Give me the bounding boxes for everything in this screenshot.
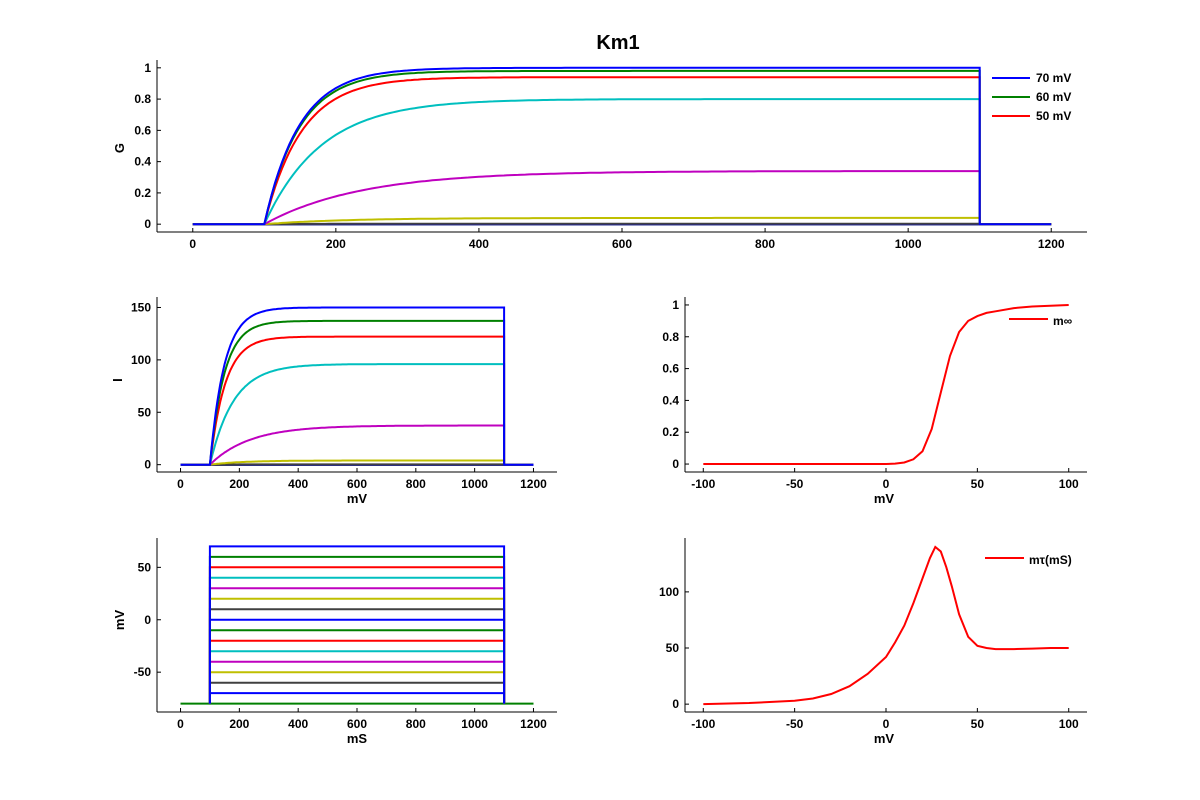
- x-tick-label: 600: [347, 717, 367, 731]
- x-axis-label: mV: [347, 491, 368, 506]
- figure-title: Km1: [596, 32, 639, 54]
- y-tick-label: 0.4: [134, 155, 151, 169]
- legend-label: mτ(mS): [1029, 553, 1072, 567]
- y-tick-label: 100: [659, 585, 679, 599]
- trace-G-40mV: [192, 98, 1052, 226]
- x-tick-label: 200: [229, 717, 249, 731]
- y-axis-label: mV: [112, 610, 127, 631]
- y-tick-label: 100: [131, 353, 151, 367]
- y-tick-label: 0.2: [662, 425, 679, 439]
- step--30mV: [208, 650, 506, 704]
- x-tick-label: 400: [288, 717, 308, 731]
- x-axis-label: mV: [874, 491, 895, 506]
- y-tick-label: 1: [144, 61, 151, 75]
- y-tick-label: 0: [672, 697, 679, 711]
- y-axis-label: G: [112, 143, 127, 153]
- y-tick-label: 0: [144, 613, 151, 627]
- legend: 70 mV 60 mV 50 mV: [992, 71, 1071, 123]
- x-tick-label: 1000: [895, 237, 922, 251]
- trace-I-70mV: [180, 306, 534, 466]
- x-tick-label: 400: [469, 237, 489, 251]
- x-tick-label: -100: [691, 477, 715, 491]
- x-tick-label: 1200: [520, 477, 547, 491]
- x-tick-label: -100: [691, 717, 715, 731]
- step-30mV: [208, 587, 506, 704]
- trace-G-30mV: [192, 170, 1052, 226]
- y-tick-label: -50: [134, 665, 152, 679]
- x-tick-label: 200: [229, 477, 249, 491]
- trace-G-20mV: [192, 216, 1052, 226]
- y-tick-label: 50: [666, 641, 680, 655]
- trace-I-20mV: [180, 459, 534, 466]
- x-tick-label: 1000: [461, 717, 488, 731]
- legend-label: 50 mV: [1036, 109, 1071, 123]
- y-tick-label: 0.6: [662, 362, 679, 376]
- step-10mV: [208, 608, 506, 704]
- trace-G-60mV: [192, 69, 1052, 226]
- axes-current: mV I 0 200 400 600 800 1000 1200 0 50 100 150: [110, 297, 557, 506]
- y-tick-label: 1: [672, 298, 679, 312]
- y-tick-label: 50: [138, 560, 152, 574]
- axes-voltage-protocol: mS mV 0 200 400 600 800 1000 1200 -50 0 50: [112, 538, 557, 746]
- legend-label: 60 mV: [1036, 90, 1071, 104]
- y-tick-label: 0: [672, 457, 679, 471]
- trace-I-30mV: [180, 424, 534, 466]
- x-tick-label: 1200: [1038, 237, 1065, 251]
- x-tick-label: 800: [406, 717, 426, 731]
- trace-I-40mV: [180, 363, 534, 466]
- step--70mV: [208, 692, 506, 704]
- step-70mV: [208, 545, 506, 704]
- step--50mV: [208, 671, 506, 704]
- curve-minf: [703, 304, 1069, 465]
- x-tick-label: 600: [612, 237, 632, 251]
- y-axis-label: I: [110, 378, 125, 382]
- x-tick-label: 400: [288, 477, 308, 491]
- y-tick-label: 0.4: [662, 393, 679, 407]
- x-tick-label: 50: [971, 717, 985, 731]
- trace-G-10mV: [192, 222, 1052, 226]
- x-tick-label: 100: [1059, 477, 1079, 491]
- legend-label: m∞: [1053, 314, 1072, 328]
- y-tick-label: 0: [144, 458, 151, 472]
- x-tick-label: 1000: [461, 477, 488, 491]
- y-tick-label: 0.8: [134, 92, 151, 106]
- x-tick-label: 0: [177, 477, 184, 491]
- axes-m-infinity: mV m∞ -100 -50 0 50 100 0 0.2 0.4 0.6 0.8 1: [662, 297, 1087, 506]
- x-tick-label: 200: [326, 237, 346, 251]
- trace-I-50mV: [180, 335, 534, 466]
- trace-G-50mV: [192, 76, 1052, 226]
- x-tick-label: 1200: [520, 717, 547, 731]
- y-tick-label: 0.8: [662, 330, 679, 344]
- y-tick-label: 0.6: [134, 123, 151, 137]
- y-tick-label: 150: [131, 300, 151, 314]
- x-axis-label: mV: [874, 731, 895, 746]
- x-tick-label: -50: [786, 717, 804, 731]
- x-axis-label: mS: [347, 731, 368, 746]
- x-tick-label: -50: [786, 477, 804, 491]
- trace-I-60mV: [180, 319, 534, 466]
- x-tick-label: 0: [189, 237, 196, 251]
- x-tick-label: 800: [755, 237, 775, 251]
- x-tick-label: 800: [406, 477, 426, 491]
- x-tick-label: 0: [883, 477, 890, 491]
- x-tick-label: 0: [883, 717, 890, 731]
- y-tick-label: 0: [144, 217, 151, 231]
- x-tick-label: 0: [177, 717, 184, 731]
- curve-tau: [703, 545, 1069, 706]
- x-tick-label: 100: [1059, 717, 1079, 731]
- axes-conductance: G 70 mV 60 mV 50 mV 0 200 400 600 800 1000 120…: [112, 60, 1087, 251]
- legend-label: 70 mV: [1036, 71, 1071, 85]
- y-tick-label: 50: [138, 405, 152, 419]
- x-tick-label: 600: [347, 477, 367, 491]
- y-tick-label: 0.2: [134, 186, 151, 200]
- trace-G-70mV: [192, 66, 1052, 226]
- x-tick-label: 50: [971, 477, 985, 491]
- axes-m-tau: mV mτ(mS) -100 -50 0 50 100 0 50 100: [659, 538, 1087, 746]
